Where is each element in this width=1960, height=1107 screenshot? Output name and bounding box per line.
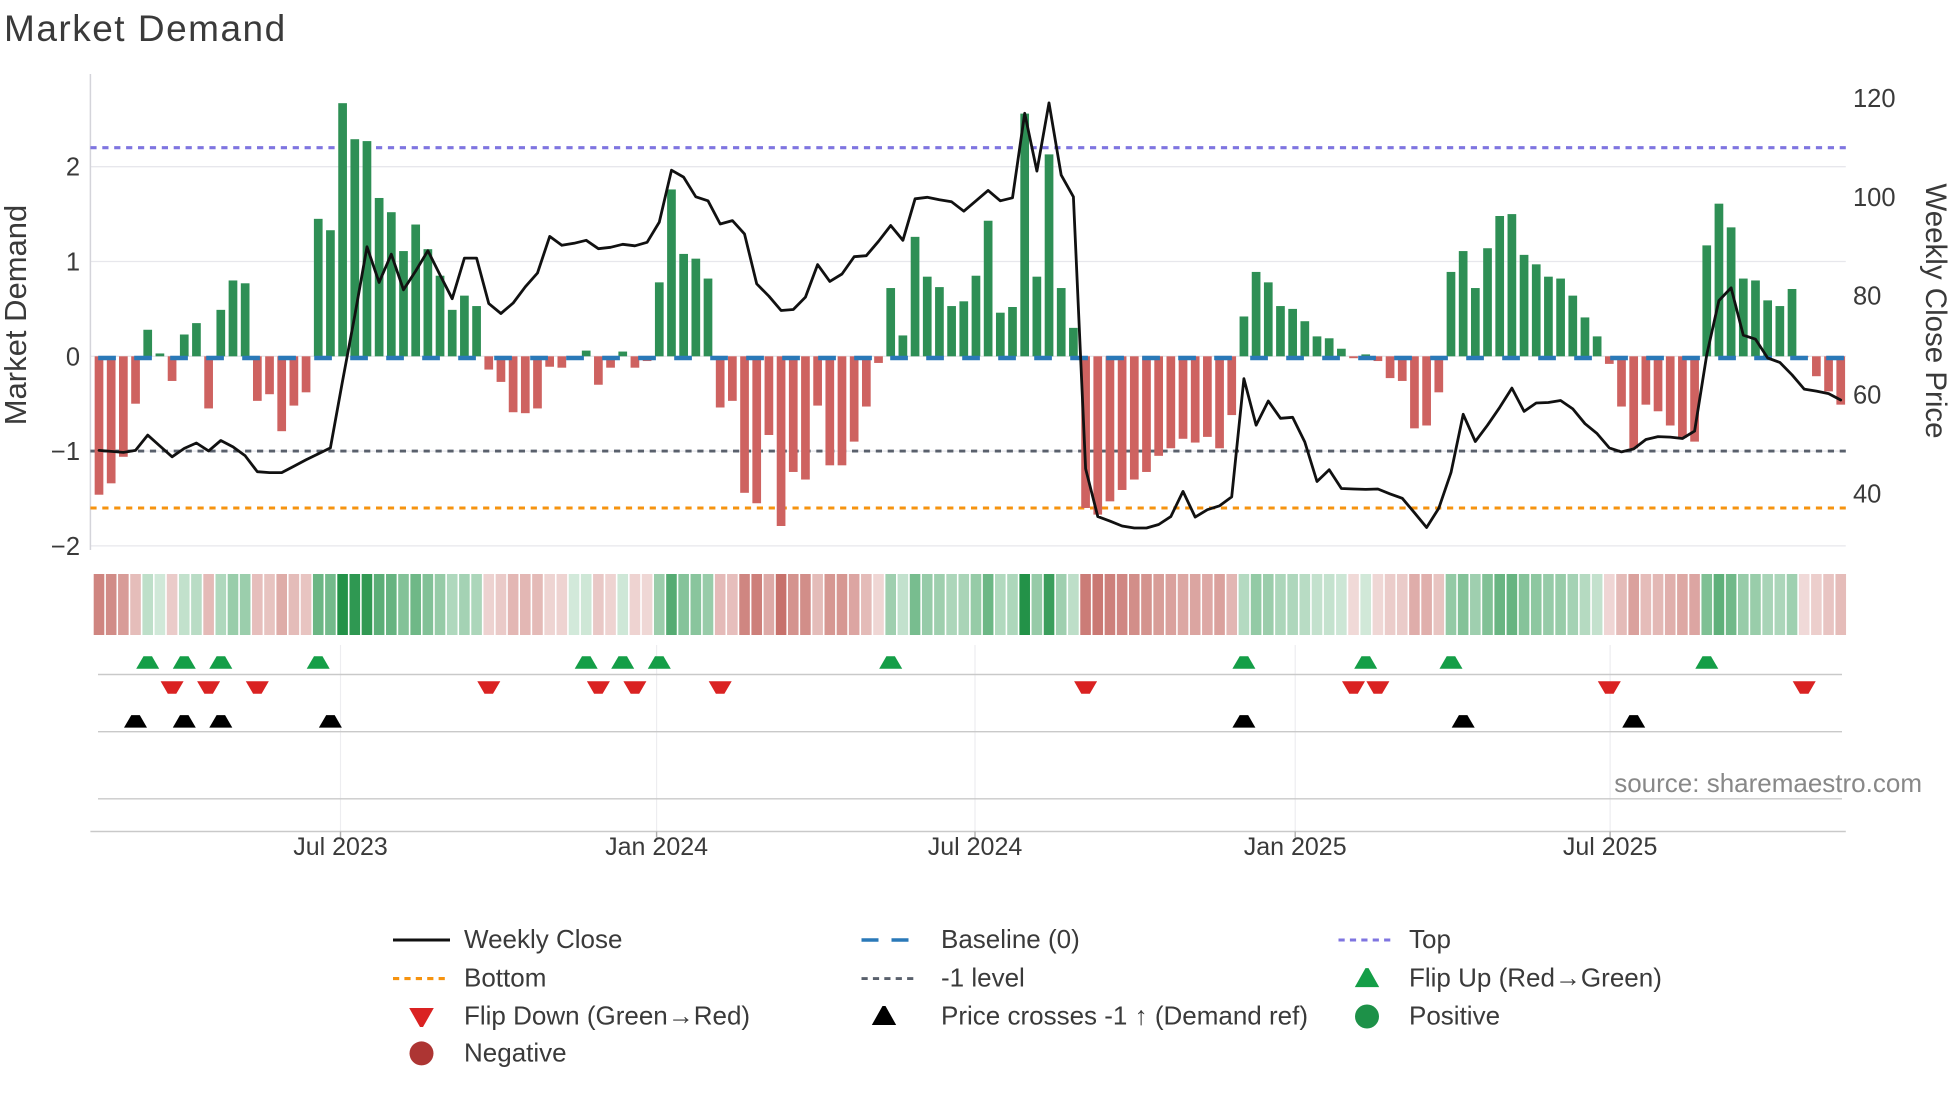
svg-text:−2: −2 <box>51 533 80 561</box>
svg-text:Jul 2024: Jul 2024 <box>928 833 1023 861</box>
svg-text:Flip Down (Green→Red): Flip Down (Green→Red) <box>464 1001 750 1031</box>
svg-text:Top: Top <box>1409 924 1451 954</box>
svg-text:80: 80 <box>1853 283 1881 311</box>
svg-text:60: 60 <box>1853 382 1881 410</box>
svg-text:Jul 2023: Jul 2023 <box>293 833 388 861</box>
svg-text:120: 120 <box>1853 85 1896 113</box>
svg-text:0: 0 <box>66 343 80 371</box>
svg-text:Jul 2025: Jul 2025 <box>1563 833 1658 861</box>
svg-text:Negative: Negative <box>464 1037 567 1067</box>
svg-text:2: 2 <box>66 154 80 182</box>
svg-text:1: 1 <box>66 249 80 277</box>
svg-text:Price crosses -1 ↑ (Demand ref: Price crosses -1 ↑ (Demand ref) <box>941 1001 1308 1031</box>
svg-text:Flip Up (Red→Green): Flip Up (Red→Green) <box>1409 963 1662 993</box>
svg-text:Weekly Close: Weekly Close <box>464 924 622 954</box>
svg-text:Market Demand: Market Demand <box>4 8 287 49</box>
svg-text:Bottom: Bottom <box>464 963 546 993</box>
svg-text:Jan 2025: Jan 2025 <box>1244 833 1347 861</box>
svg-text:40: 40 <box>1853 480 1881 508</box>
svg-text:Market Demand: Market Demand <box>0 205 33 426</box>
svg-text:Baseline (0): Baseline (0) <box>941 924 1080 954</box>
svg-text:-1 level: -1 level <box>941 963 1025 993</box>
svg-text:Positive: Positive <box>1409 1001 1500 1031</box>
svg-text:source: sharemaestro.com: source: sharemaestro.com <box>1614 768 1922 798</box>
svg-text:Weekly Close Price: Weekly Close Price <box>1919 183 1952 438</box>
svg-text:−1: −1 <box>51 438 80 466</box>
svg-text:100: 100 <box>1853 184 1896 212</box>
svg-text:Jan 2024: Jan 2024 <box>605 833 708 861</box>
